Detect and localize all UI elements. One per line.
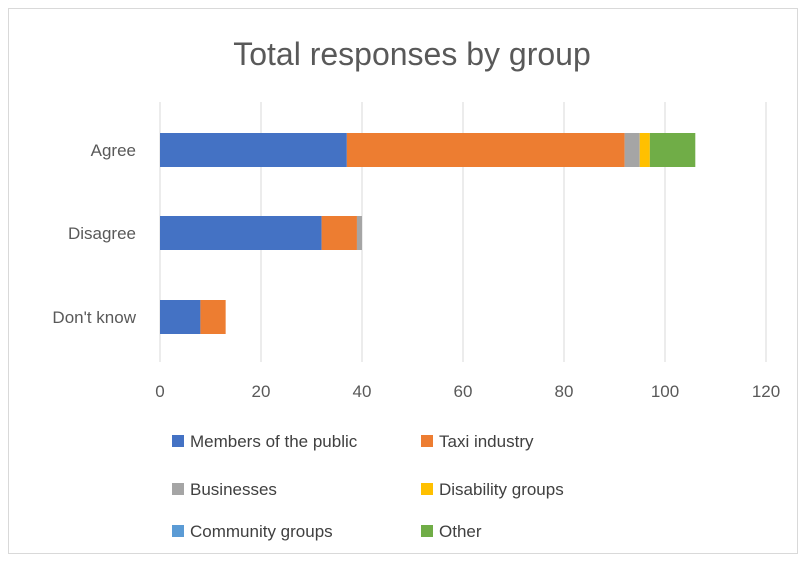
legend-swatch [421, 525, 433, 537]
bar-segment [649, 133, 696, 167]
legend-label: Taxi industry [439, 432, 534, 451]
category-label: Disagree [68, 224, 136, 243]
bar-segment [356, 216, 362, 250]
bar-segment [624, 133, 640, 167]
legend-label: Community groups [190, 522, 333, 541]
x-tick-label: 80 [555, 382, 574, 401]
bar-segment [160, 300, 201, 334]
bar-segment [160, 133, 347, 167]
legend-swatch [421, 483, 433, 495]
legend-label: Disability groups [439, 480, 564, 499]
x-tick-label: 120 [752, 382, 780, 401]
x-tick-labels: 0 20 40 60 80 100 120 [155, 382, 780, 401]
legend-swatch [172, 525, 184, 537]
x-tick-label: 60 [454, 382, 473, 401]
category-label: Don't know [52, 308, 136, 327]
bar-segment [346, 133, 625, 167]
x-tick-label: 100 [651, 382, 679, 401]
x-tick-label: 40 [353, 382, 372, 401]
legend-swatch [172, 483, 184, 495]
bar-segment [200, 300, 226, 334]
x-tick-label: 20 [252, 382, 271, 401]
bar-segment [321, 216, 357, 250]
legend-label: Members of the public [190, 432, 358, 451]
chart-frame [8, 8, 798, 554]
chart-title: Total responses by group [233, 36, 591, 72]
legend: Members of the public Taxi industry Busine… [172, 432, 564, 541]
legend-swatch [172, 435, 184, 447]
legend-swatch [421, 435, 433, 447]
category-label: Agree [91, 141, 136, 160]
legend-label: Businesses [190, 480, 277, 499]
legend-label: Other [439, 522, 482, 541]
bar-segment [160, 216, 322, 250]
x-tick-label: 0 [155, 382, 164, 401]
category-labels: Agree Disagree Don't know [52, 141, 136, 327]
bars [160, 133, 696, 334]
bar-segment [639, 133, 650, 167]
